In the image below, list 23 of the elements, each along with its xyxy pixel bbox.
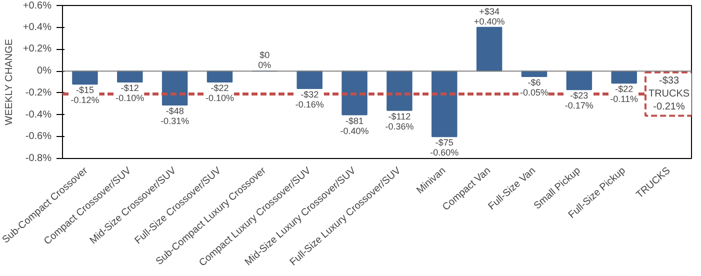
data-label: $0 0%: [258, 50, 272, 70]
data-label: -$48 -0.31%: [160, 106, 190, 126]
y-tick-label: +0.4%: [22, 22, 52, 33]
y-axis-title: WEEKLY CHANGE: [4, 38, 15, 126]
data-label: -$75 -0.60%: [430, 138, 459, 158]
y-tick-label: -0.4%: [25, 109, 52, 120]
y-tick-label: -0.6%: [25, 131, 52, 142]
data-label: -$32 -0.16%: [295, 90, 324, 110]
data-label: -$15 -0.12%: [70, 85, 100, 106]
y-tick-label: +0.2%: [22, 44, 52, 55]
data-label: -$22 -0.10%: [205, 83, 234, 103]
data-label: -$22 -0.11%: [610, 84, 638, 104]
y-tick-label: 0%: [37, 66, 52, 77]
data-label: -$81 -0.40%: [340, 116, 369, 136]
data-label: +$34 +0.40%: [474, 6, 505, 26]
y-tick-label: +0.6%: [22, 0, 52, 12]
y-tick-label: -0.8%: [25, 153, 52, 164]
data-label: -$6 -0.05%: [520, 78, 549, 98]
y-tick-label: -0.2%: [25, 87, 52, 98]
data-label: -$12 -0.10%: [116, 83, 144, 103]
ref-line-label: -$33 TRUCKS -0.21%: [648, 75, 690, 113]
data-label: -$23 -0.17%: [564, 90, 594, 111]
data-label: -$112 -0.36%: [385, 111, 414, 132]
